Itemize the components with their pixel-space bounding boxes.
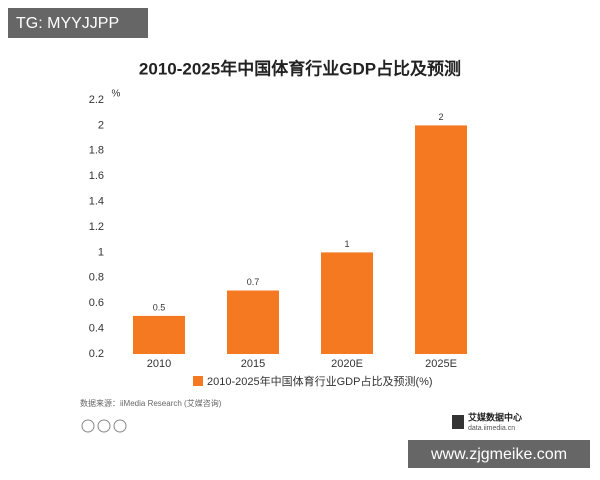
y-tick-label: 1 xyxy=(98,246,104,258)
y-tick-label: 2 xyxy=(98,119,104,131)
icon xyxy=(97,419,111,433)
icon xyxy=(113,419,127,433)
data-label: 2 xyxy=(438,112,443,122)
y-tick-label: 1.2 xyxy=(89,221,104,233)
x-tick-label: 2010 xyxy=(147,358,171,370)
data-label: 0.7 xyxy=(247,277,260,287)
logo-url: data.iimedia.cn xyxy=(468,425,515,432)
y-tick-label: 0.8 xyxy=(89,272,104,284)
y-tick-label: 1.6 xyxy=(89,170,104,182)
bar xyxy=(133,315,185,354)
y-tick-label: 1.4 xyxy=(89,196,104,208)
watermark-box xyxy=(8,8,148,38)
y-tick-label: 0.6 xyxy=(89,297,104,309)
data-label: 0.5 xyxy=(153,302,166,312)
license-icons xyxy=(81,419,127,433)
bar xyxy=(227,290,279,354)
watermark: www.zjgmeike.com xyxy=(430,446,567,463)
y-tick-label: 2.2 xyxy=(89,94,104,106)
bar xyxy=(415,125,467,355)
watermark: TG: MYYJJPP xyxy=(16,15,119,32)
y-tick-label: 0.4 xyxy=(89,323,104,335)
legend-swatch xyxy=(193,376,203,386)
x-tick-label: 2020E xyxy=(331,358,363,370)
logo-name: 艾媒数据中心 xyxy=(468,411,522,422)
bar xyxy=(321,252,373,354)
chart-title: 2010-2025年中国体育行业GDP占比及预测 xyxy=(139,58,461,78)
source: 数据来源：iiMedia Research (艾媒咨询) xyxy=(80,398,222,408)
y-tick-label: 0.2 xyxy=(89,348,104,360)
legend-label: 2010-2025年中国体育行业GDP占比及预测(%) xyxy=(207,374,433,388)
data-label: 1 xyxy=(344,239,349,249)
y-tick-label: 1.8 xyxy=(89,145,104,157)
icon xyxy=(81,419,95,433)
x-tick-label: 2025E xyxy=(425,358,457,370)
watermark-box xyxy=(408,440,590,468)
x-tick-label: 2015 xyxy=(241,358,265,370)
y-unit: % xyxy=(112,89,121,100)
logo-mark xyxy=(452,415,464,429)
